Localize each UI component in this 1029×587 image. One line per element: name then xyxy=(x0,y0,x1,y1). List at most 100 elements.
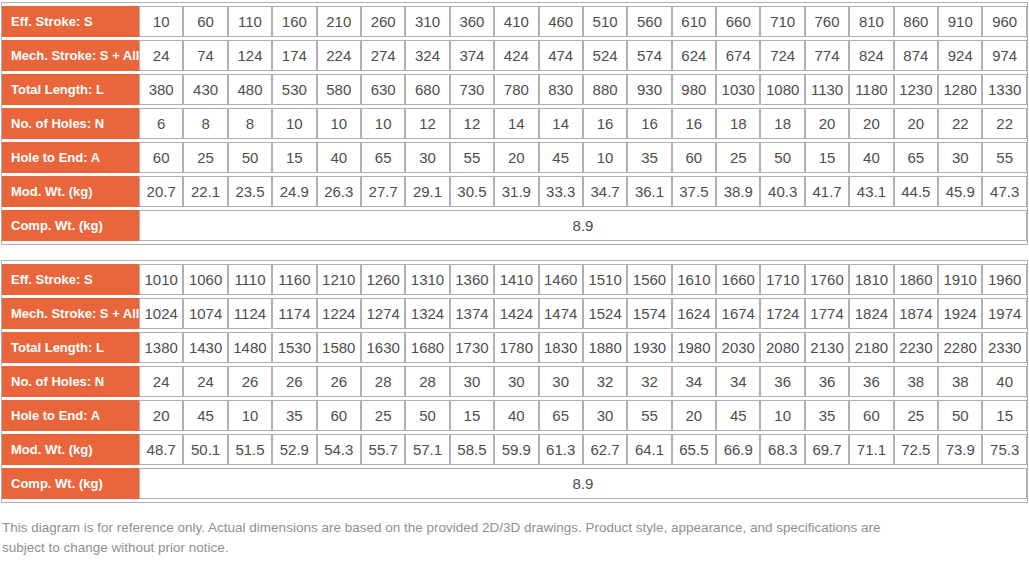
cell-value: 45 xyxy=(183,400,227,431)
cell-value: 36 xyxy=(760,366,804,397)
cell-value: 30 xyxy=(583,400,627,431)
cell-value: 34 xyxy=(672,366,716,397)
cell-value: 24.9 xyxy=(272,176,316,207)
cell-value: 72.5 xyxy=(894,434,938,465)
cell-value: 30 xyxy=(405,142,449,173)
row-label: No. of Holes: N xyxy=(2,108,139,139)
cell-value: 38 xyxy=(894,366,938,397)
cell-value: 1474 xyxy=(539,298,583,329)
cell-value: 1980 xyxy=(672,332,716,363)
cell-value: 20 xyxy=(849,108,893,139)
cell-value: 34.7 xyxy=(583,176,627,207)
cell-value: 60 xyxy=(672,142,716,173)
cell-value: 30.5 xyxy=(450,176,494,207)
cell-value: 36.1 xyxy=(627,176,671,207)
cell-value: 24 xyxy=(139,40,183,71)
cell-value: 10 xyxy=(760,400,804,431)
cell-value: 1010 xyxy=(139,264,183,295)
cell-value: 860 xyxy=(894,6,938,37)
cell-value: 1910 xyxy=(938,264,982,295)
cell-value: 37.5 xyxy=(672,176,716,207)
row-label: Mech. Stroke: S + All. xyxy=(2,298,139,329)
cell-value: 1110 xyxy=(228,264,272,295)
cell-value: 2030 xyxy=(716,332,760,363)
cell-value: 33.3 xyxy=(539,176,583,207)
cell-value: 610 xyxy=(672,6,716,37)
cell-value: 15 xyxy=(450,400,494,431)
cell-value: 1230 xyxy=(894,74,938,105)
cell-value: 60 xyxy=(139,142,183,173)
cell-value: 36 xyxy=(849,366,893,397)
cell-value: 374 xyxy=(450,40,494,71)
cell-value: 20 xyxy=(494,142,538,173)
cell-value: 1310 xyxy=(405,264,449,295)
cell-value: 25 xyxy=(716,142,760,173)
cell-value: 1580 xyxy=(317,332,361,363)
cell-value: 1574 xyxy=(627,298,671,329)
cell-value: 1960 xyxy=(982,264,1027,295)
cell-value: 1480 xyxy=(228,332,272,363)
row-label: No. of Holes: N xyxy=(2,366,139,397)
table-row: Hole to End: A20451035602550154065305520… xyxy=(2,400,1027,431)
cell-value: 1024 xyxy=(139,298,183,329)
cell-value: 18 xyxy=(760,108,804,139)
cell-value: 31.9 xyxy=(494,176,538,207)
cell-value: 1510 xyxy=(583,264,627,295)
cell-value: 65 xyxy=(361,142,405,173)
cell-value: 18 xyxy=(716,108,760,139)
cell-value: 730 xyxy=(450,74,494,105)
cell-value: 10 xyxy=(228,400,272,431)
cell-value: 1924 xyxy=(938,298,982,329)
cell-value: 24 xyxy=(183,366,227,397)
cell-value: 1780 xyxy=(494,332,538,363)
cell-value: 1624 xyxy=(672,298,716,329)
spec-table-2: Eff. Stroke: S10101060111011601210126013… xyxy=(1,260,1028,503)
cell-value: 960 xyxy=(982,6,1027,37)
table-row: Eff. Stroke: S10601101602102603103604104… xyxy=(2,6,1027,37)
cell-value: 10 xyxy=(272,108,316,139)
cell-value: 20.7 xyxy=(139,176,183,207)
cell-value: 574 xyxy=(627,40,671,71)
row-label: Total Length: L xyxy=(2,332,139,363)
row-label: Mech. Stroke: S + All. xyxy=(2,40,139,71)
cell-value: 924 xyxy=(938,40,982,71)
cell-value: 32 xyxy=(627,366,671,397)
cell-value: 45 xyxy=(716,400,760,431)
cell-value: 880 xyxy=(583,74,627,105)
row-label: Comp. Wt. (kg) xyxy=(2,468,139,499)
cell-value: 26 xyxy=(272,366,316,397)
cell-value: 60 xyxy=(317,400,361,431)
cell-value: 480 xyxy=(228,74,272,105)
cell-value: 2330 xyxy=(982,332,1027,363)
cell-value: 1074 xyxy=(183,298,227,329)
cell-value: 910 xyxy=(938,6,982,37)
cell-value: 1460 xyxy=(539,264,583,295)
table-row: Mod. Wt. (kg)20.722.123.524.926.327.729.… xyxy=(2,176,1027,207)
cell-value: 174 xyxy=(272,40,316,71)
cell-value: 15 xyxy=(805,142,849,173)
cell-value: 1324 xyxy=(405,298,449,329)
cell-value: 260 xyxy=(361,6,405,37)
cell-value: 624 xyxy=(672,40,716,71)
cell-value: 2230 xyxy=(894,332,938,363)
cell-value: 40 xyxy=(494,400,538,431)
cell-value: 61.3 xyxy=(539,434,583,465)
cell-value: 1180 xyxy=(849,74,893,105)
cell-value: 1274 xyxy=(361,298,405,329)
cell-value: 55 xyxy=(450,142,494,173)
cell-value: 1130 xyxy=(805,74,849,105)
cell-value: 30 xyxy=(450,366,494,397)
cell-value: 710 xyxy=(760,6,804,37)
cell-value: 40 xyxy=(849,142,893,173)
cell-value: 40.3 xyxy=(760,176,804,207)
cell-value: 50.1 xyxy=(183,434,227,465)
row-label: Hole to End: A xyxy=(2,400,139,431)
cell-value: 20 xyxy=(139,400,183,431)
cell-value: 45.9 xyxy=(938,176,982,207)
row-label: Eff. Stroke: S xyxy=(2,264,139,295)
cell-value: 16 xyxy=(583,108,627,139)
cell-value: 1530 xyxy=(272,332,316,363)
cell-value: 2180 xyxy=(849,332,893,363)
cell-value: 2130 xyxy=(805,332,849,363)
table-row: No. of Holes: N6881010101212141416161618… xyxy=(2,108,1027,139)
